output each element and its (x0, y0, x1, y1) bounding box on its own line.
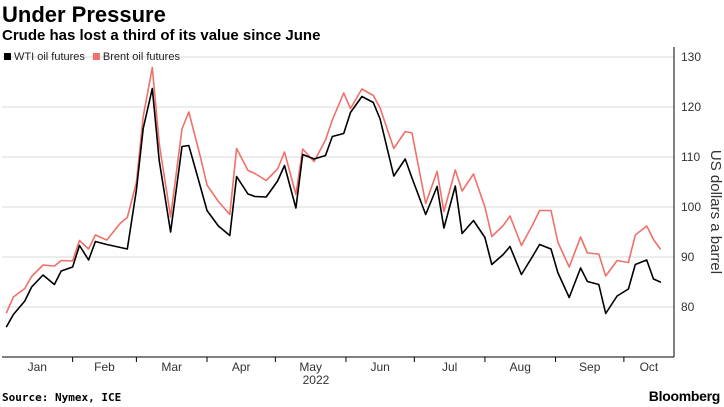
bloomberg-logo: Bloomberg (648, 388, 721, 404)
x-tick-label-jul: Jul (442, 360, 457, 374)
gridlines (2, 56, 674, 308)
x-tick-label-jun: Jun (370, 360, 389, 374)
series-line-wti-oil-futures (5, 87, 662, 328)
series-line-brent-oil-futures (5, 66, 662, 314)
y-axis-title: US dollars a barrel (707, 150, 724, 274)
source-note: Source: Nymex, ICE (2, 391, 122, 404)
y-tick-label-130: 130 (681, 50, 701, 64)
x-tick-label-apr: Apr (232, 360, 251, 374)
x-tick-label-mar: Mar (161, 360, 182, 374)
x-tick-label-may: May (299, 360, 322, 374)
x-tick-label-feb: Feb (94, 360, 115, 374)
y-tick-label-80: 80 (681, 300, 695, 314)
chart-subtitle: Crude has lost a third of its value sinc… (2, 27, 321, 44)
x-tick-label-oct: Oct (640, 360, 659, 374)
legend-swatch-brent-oil-futures (92, 53, 100, 60)
y-tick-label-110: 110 (681, 150, 700, 164)
legend: WTI oil futures Brent oil futures (4, 51, 180, 63)
x-tick-label-jan: Jan (28, 360, 47, 374)
legend-swatch-wti-oil-futures (4, 53, 11, 60)
axes: 80 90 100 110 120 130 Jan Feb Mar Apr May Jun Jul Aug… (2, 47, 724, 387)
legend-label-wti-oil-futures: WTI oil futures (14, 51, 85, 63)
x-year-label: 2022 (303, 373, 330, 387)
chart-title: Under Pressure (2, 2, 166, 27)
series-lines (5, 66, 662, 328)
y-tick-label-120: 120 (681, 100, 701, 114)
x-tick-label-aug: Aug (510, 360, 531, 374)
legend-label-brent-oil-futures: Brent oil futures (103, 51, 181, 63)
x-tick-label-sep: Sep (579, 360, 601, 374)
y-tick-label-100: 100 (681, 200, 701, 214)
y-tick-label-90: 90 (681, 250, 695, 264)
